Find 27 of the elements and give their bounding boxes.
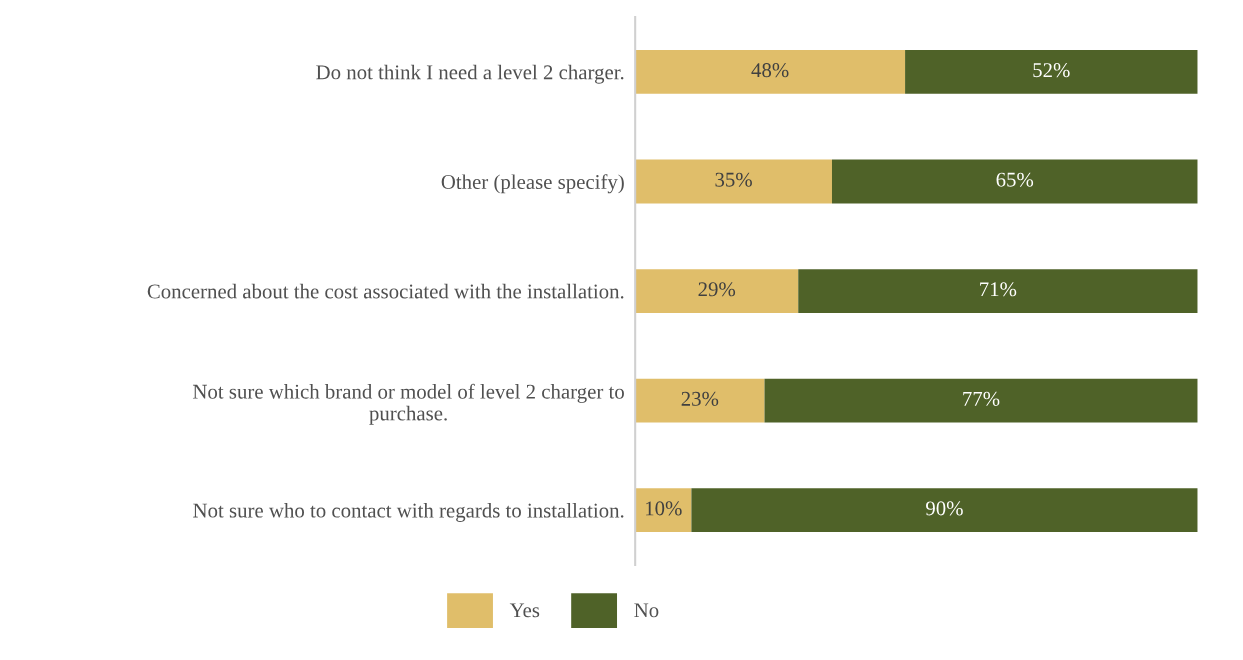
data-label: 71% — [980, 282, 1017, 297]
data-label: 77% — [963, 391, 1000, 406]
data-label: 65% — [996, 172, 1034, 187]
data-label: 35% — [715, 172, 752, 187]
bar — [831, 159, 1198, 204]
bar — [635, 269, 799, 313]
bar — [635, 378, 765, 423]
legend-label: Yes — [509, 603, 540, 618]
bar — [635, 159, 832, 204]
legend-label: No — [634, 603, 659, 618]
y-tick-label: Not sure who to contact with regards to installation. — [193, 502, 624, 522]
bar — [635, 50, 906, 94]
data-label: 23% — [681, 391, 719, 406]
y-tick-label: Not sure which brand or model of level 2 charger to purchase. — [192, 383, 624, 425]
y-tick-label: Do not think I need a level 2 charger. — [316, 64, 624, 84]
data-label: 10% — [646, 501, 682, 516]
bar — [691, 488, 1198, 533]
bar — [798, 269, 1198, 313]
y-tick-label: Concerned about the cost associated with the installation. — [147, 283, 624, 299]
bar — [635, 488, 692, 533]
data-label: 48% — [751, 63, 789, 78]
bar — [764, 378, 1198, 423]
data-label: 29% — [698, 282, 736, 297]
y-tick-label: Other (please specify) — [441, 174, 624, 194]
data-label: 52% — [1033, 63, 1070, 78]
data-label: 90% — [926, 501, 963, 516]
bar — [905, 50, 1198, 94]
